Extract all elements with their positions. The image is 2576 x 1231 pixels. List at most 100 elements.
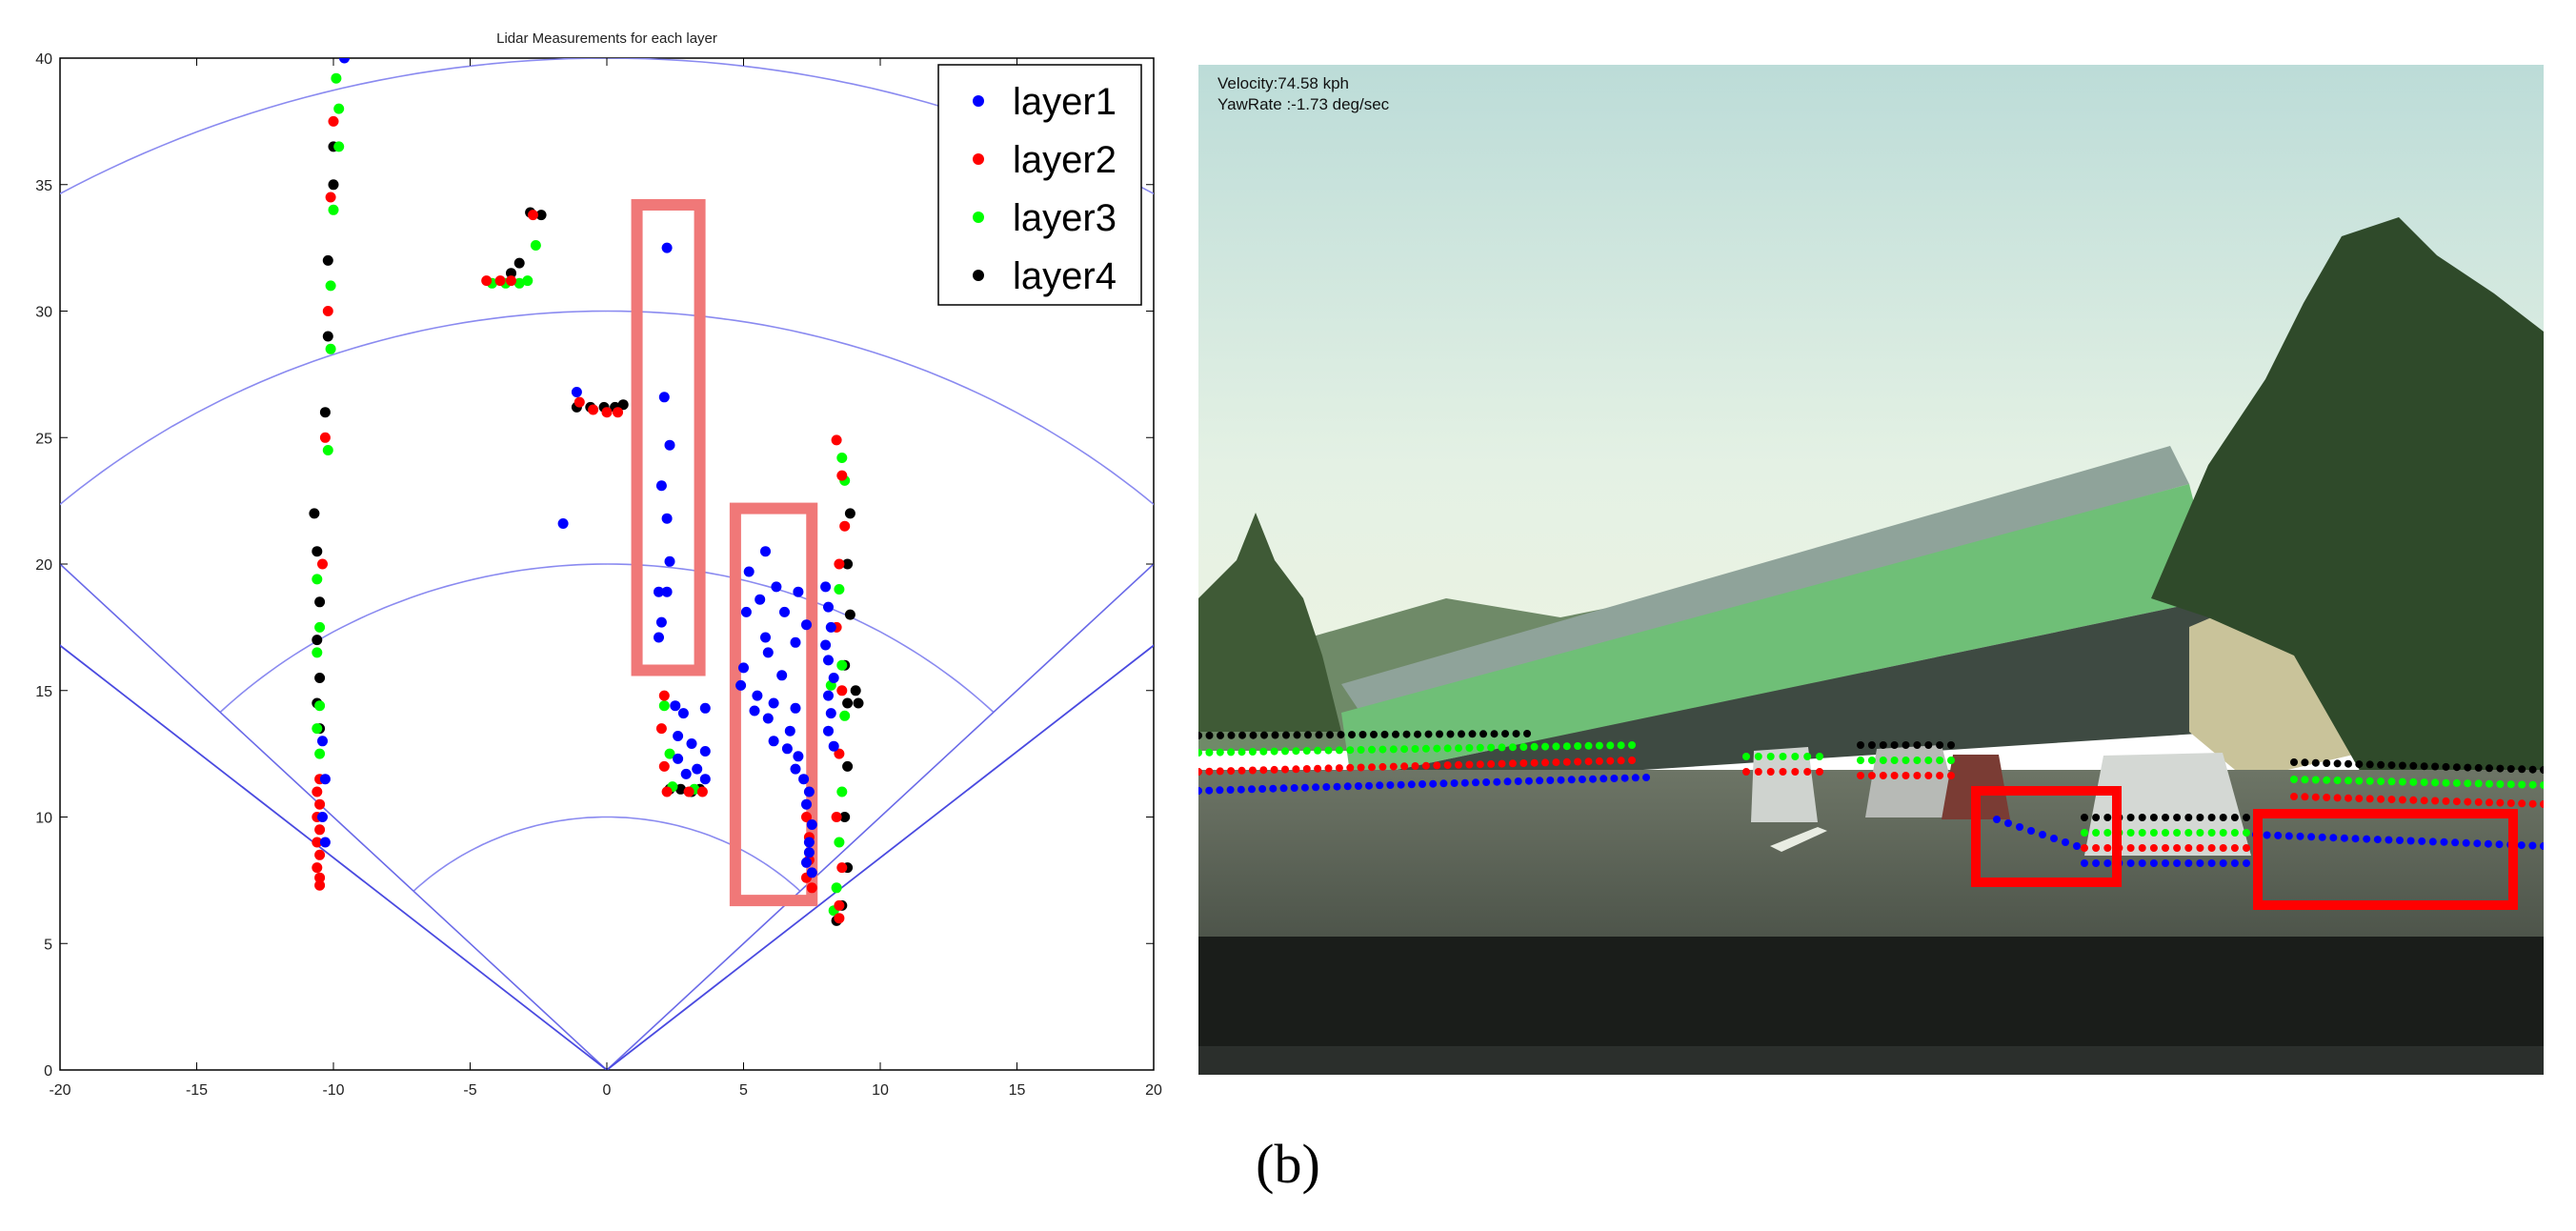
layer2-point <box>834 899 845 911</box>
projected-point <box>1259 766 1268 775</box>
series-layer1 <box>317 58 839 878</box>
legend-label: layer2 <box>1013 139 1117 181</box>
projected-point <box>1947 741 1955 749</box>
projected-point <box>2184 829 2193 837</box>
layer2-point <box>312 862 323 874</box>
y-tick-label: 25 <box>35 431 52 447</box>
projected-point <box>1508 759 1517 768</box>
projected-point <box>2373 836 2382 844</box>
projected-point <box>1304 731 1312 739</box>
layer2-point <box>317 558 328 570</box>
projected-point <box>1397 780 1405 789</box>
projected-point <box>2406 837 2415 845</box>
layer1-point <box>655 480 667 492</box>
projected-point <box>1584 741 1593 750</box>
legend-label: layer3 <box>1013 197 1117 239</box>
projected-point <box>1198 768 1202 776</box>
projected-point <box>1421 761 1430 770</box>
projected-point <box>2073 842 2081 850</box>
layer1-point <box>806 819 817 830</box>
layer1-point <box>798 774 810 785</box>
projected-point <box>1455 760 1462 769</box>
projected-point <box>2301 776 2309 784</box>
projected-point <box>1324 764 1333 773</box>
layer2-point <box>601 407 613 418</box>
x-tick-label: 15 <box>1009 1082 1026 1099</box>
projected-point <box>2243 844 2250 852</box>
layer2-point <box>325 192 336 203</box>
projected-point <box>2323 776 2331 784</box>
projected-point <box>2027 827 2035 835</box>
bridge-underside <box>1351 598 2227 789</box>
projected-point <box>1487 759 1496 768</box>
projected-point <box>2506 780 2515 789</box>
projected-point <box>2442 797 2450 805</box>
projected-point <box>2092 814 2101 821</box>
layer3-point <box>836 659 848 671</box>
layer2-point <box>319 432 331 443</box>
layer2-point <box>834 748 845 759</box>
projected-point <box>2377 760 2385 769</box>
projected-point <box>1536 777 1544 785</box>
layer2-point <box>831 434 842 446</box>
projected-point <box>1400 762 1409 771</box>
projected-point <box>1620 774 1629 782</box>
layer4-point <box>535 210 547 221</box>
projected-point <box>2452 778 2461 787</box>
projected-point <box>1249 731 1258 739</box>
layer4-point <box>309 508 320 519</box>
projected-point <box>2365 777 2374 785</box>
layer2-point <box>314 798 326 810</box>
layer4-point <box>853 697 864 709</box>
data-points <box>309 58 864 926</box>
projected-row <box>2081 814 2250 821</box>
projected-point <box>2333 759 2342 768</box>
projected-point <box>1386 781 1395 789</box>
layer1-point <box>793 586 804 597</box>
layer2-point <box>696 786 708 797</box>
layer1-point <box>661 513 673 524</box>
layer3-point <box>331 72 342 84</box>
projected-point <box>1248 766 1257 775</box>
legend-marker <box>973 212 984 223</box>
projected-point <box>2355 795 2364 803</box>
highlight-annotations <box>631 198 818 907</box>
layer4-point <box>322 254 333 266</box>
layer1-point <box>768 697 779 709</box>
projected-point <box>1376 781 1384 790</box>
layer3-point <box>836 786 848 797</box>
projected-point <box>2351 835 2360 843</box>
projected-point <box>1216 748 1224 757</box>
y-tick-label: 35 <box>35 178 52 194</box>
projected-point <box>1562 742 1571 751</box>
projected-point <box>1271 731 1279 739</box>
projected-point <box>2431 778 2440 787</box>
projected-point <box>1913 772 1922 779</box>
projected-point <box>1238 748 1246 757</box>
projected-point <box>1407 780 1416 789</box>
projected-point <box>1589 775 1597 783</box>
projected-row <box>1857 741 1955 749</box>
layer2-point <box>494 275 506 287</box>
legend-box <box>937 64 1142 306</box>
projected-point <box>1472 778 1479 787</box>
projected-point <box>1530 758 1539 767</box>
projected-point <box>2138 844 2146 852</box>
layer1-point <box>762 713 774 724</box>
projected-point <box>1443 761 1452 770</box>
projected-point <box>1514 777 1522 785</box>
projected-point <box>2496 764 2505 773</box>
projected-point <box>2016 823 2023 831</box>
projected-point <box>1260 731 1268 739</box>
projected-point <box>2004 819 2012 827</box>
projected-row <box>2081 829 2250 837</box>
layer1-point <box>752 690 763 701</box>
projected-point <box>1335 746 1343 755</box>
projected-point <box>1357 746 1365 754</box>
figure-caption: (b) <box>1256 1133 1320 1195</box>
projected-point <box>2518 765 2526 774</box>
projected-point <box>1902 772 1910 779</box>
projected-point <box>1617 741 1625 750</box>
projected-point <box>1947 757 1955 764</box>
layer1-point <box>779 606 790 617</box>
